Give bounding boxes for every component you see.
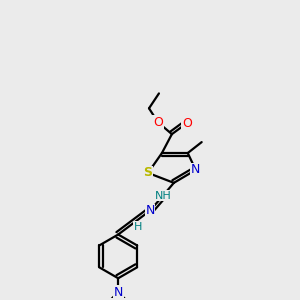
- Text: NH: NH: [154, 191, 171, 201]
- Text: N: N: [113, 286, 123, 299]
- Text: O: O: [153, 116, 163, 129]
- Text: N: N: [191, 164, 200, 176]
- Text: H: H: [134, 222, 142, 232]
- Text: N: N: [145, 204, 155, 217]
- Text: S: S: [143, 167, 152, 179]
- Text: O: O: [182, 117, 192, 130]
